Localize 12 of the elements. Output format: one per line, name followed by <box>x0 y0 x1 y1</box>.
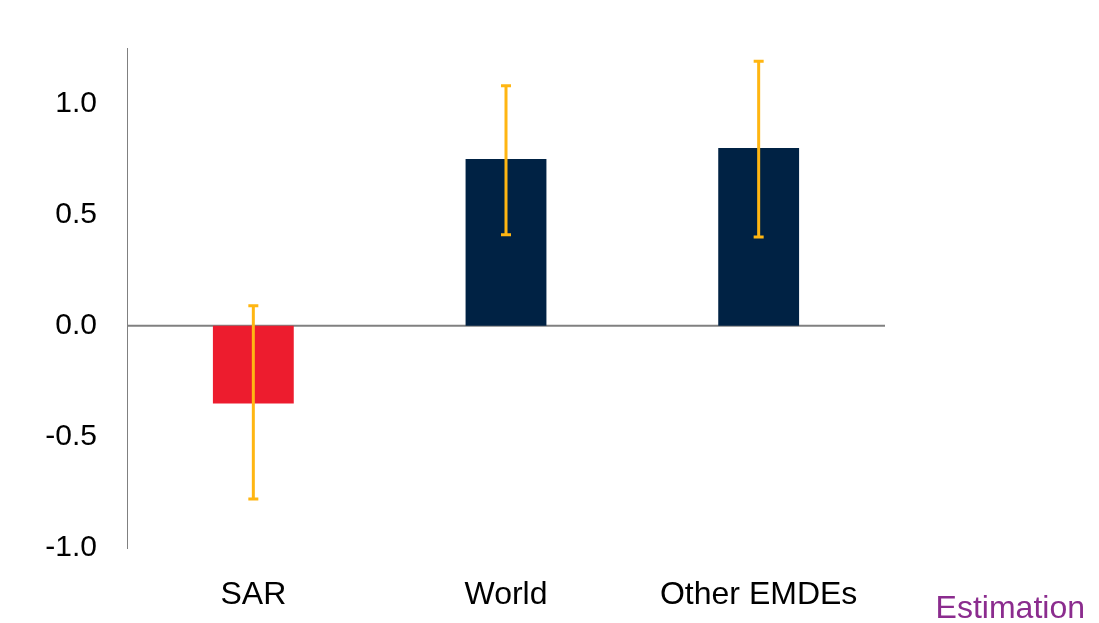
y-tick-label: 0.0 <box>55 307 97 341</box>
bar <box>212 325 294 404</box>
y-tick-label: -1.0 <box>45 529 97 563</box>
bar <box>465 159 547 326</box>
y-tick-label: -0.5 <box>45 418 97 452</box>
y-tick-label: 1.0 <box>55 84 97 118</box>
y-tick-label: 0.5 <box>55 195 97 229</box>
x-tick-label: World <box>464 575 548 612</box>
x-tick-label: SAR <box>220 575 287 612</box>
x-tick-label: Other EMDEs <box>659 575 858 612</box>
text: Estimation <box>935 589 1085 623</box>
bar <box>718 148 800 326</box>
